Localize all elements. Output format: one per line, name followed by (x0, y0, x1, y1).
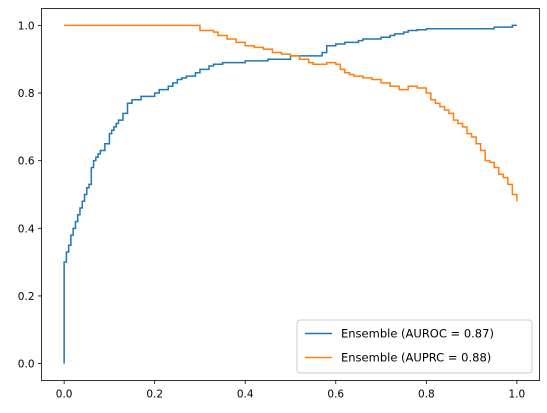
x-axis: 0.0 0.2 0.4 0.6 0.8 1.0 (56, 380, 526, 401)
x-tick-label: 0.6 (327, 389, 344, 401)
plot-area (63, 24, 518, 364)
x-tick-label: 0.8 (418, 389, 435, 401)
legend: Ensemble (AUROC = 0.87) Ensemble (AUPRC … (296, 319, 533, 374)
x-tick-label: 0.2 (146, 389, 163, 401)
y-tick-label: 0.4 (18, 223, 35, 235)
x-tick-label: 1.0 (509, 389, 526, 401)
legend-label-auprc: Ensemble (AUPRC = 0.88) (341, 351, 491, 365)
y-tick-label: 0.8 (18, 88, 35, 100)
series-line-0 (63, 24, 517, 364)
x-tick-label: 0.0 (56, 389, 73, 401)
axes-frame (41, 8, 540, 381)
y-tick-label: 1.0 (18, 20, 35, 32)
y-tick-label: 0.6 (18, 156, 35, 168)
y-tick-label: 0.2 (18, 291, 35, 303)
legend-box (296, 319, 533, 374)
y-tick-label: 0.0 (18, 359, 35, 371)
x-tick-label: 0.4 (237, 389, 254, 401)
series-line-1 (64, 24, 518, 202)
legend-label-auroc: Ensemble (AUROC = 0.87) (341, 327, 494, 341)
y-axis: 0.0 0.2 0.4 0.6 0.8 1.0 (18, 20, 42, 371)
